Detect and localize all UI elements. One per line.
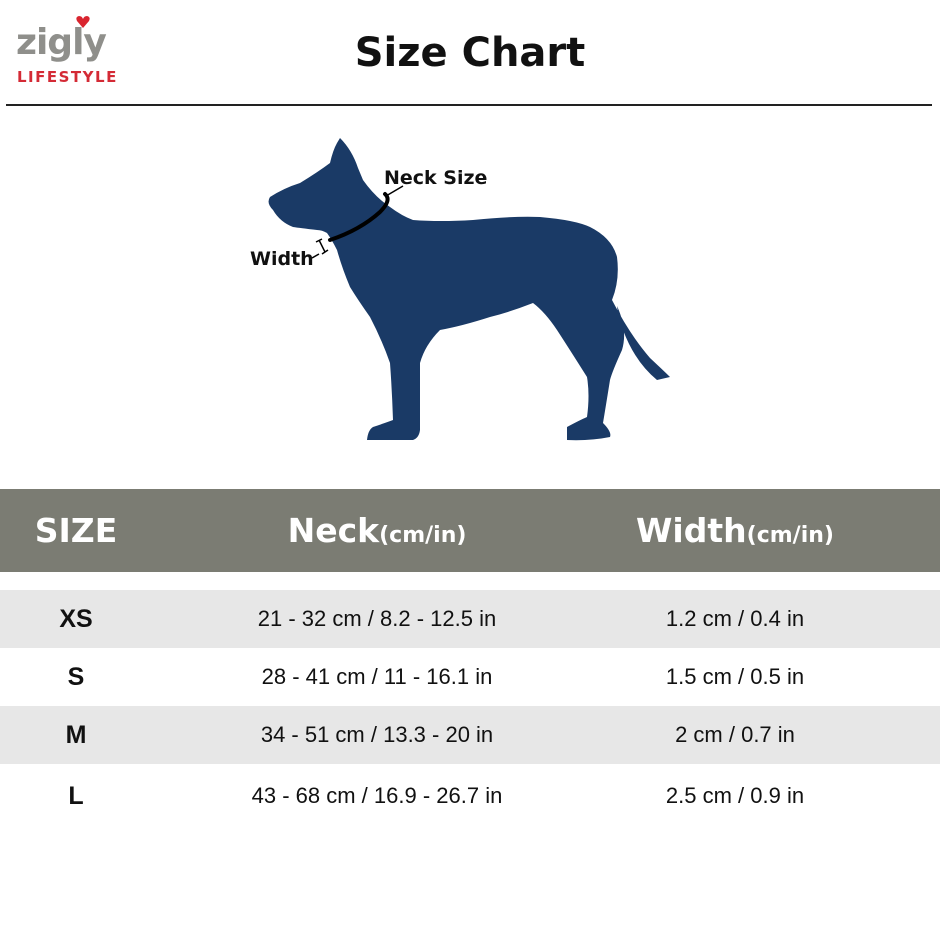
width-marker-icon: [311, 238, 329, 259]
size-cell: M: [65, 721, 87, 749]
neck-cell: 21 - 32 cm / 8.2 - 12.5 in: [257, 606, 497, 631]
header-width-unit: (cm/in): [746, 523, 834, 548]
header-neck-label: Neck: [287, 511, 380, 550]
header-width-label: Width: [636, 511, 747, 550]
logo-wordmark: zigly: [16, 22, 107, 63]
width-cell: 1.2 cm / 0.4 in: [665, 606, 805, 631]
header-size-label: SIZE: [34, 511, 118, 550]
neck-pointer-line: [385, 185, 404, 197]
size-cell: XS: [59, 605, 93, 633]
zigly-logo: zigly LIFESTYLE: [16, 16, 140, 88]
width-cell: 2.5 cm / 0.9 in: [665, 783, 805, 808]
neck-cell: 43 - 68 cm / 16.9 - 26.7 in: [251, 783, 503, 808]
dog-silhouette: [268, 138, 670, 441]
neck-size-label: Neck Size: [384, 167, 488, 189]
width-cell: 2 cm / 0.7 in: [675, 722, 795, 747]
collar-icon: [328, 192, 390, 242]
size-cell: L: [68, 782, 84, 810]
table-row: XS 21 - 32 cm / 8.2 - 12.5 in 1.2 cm / 0…: [0, 590, 940, 648]
table-row: L 43 - 68 cm / 16.9 - 26.7 in 2.5 cm / 0…: [0, 767, 940, 825]
table-header: SIZE Neck(cm/in) Width(cm/in): [0, 489, 940, 572]
neck-cell: 28 - 41 cm / 11 - 16.1 in: [261, 664, 493, 689]
table-row: M 34 - 51 cm / 13.3 - 20 in 2 cm / 0.7 i…: [0, 706, 940, 764]
table-row: S 28 - 41 cm / 11 - 16.1 in 1.5 cm / 0.5…: [0, 648, 940, 706]
logo-tagline: LIFESTYLE: [17, 68, 118, 86]
width-cell: 1.5 cm / 0.5 in: [665, 664, 805, 689]
page-title: Size Chart: [354, 30, 586, 76]
header-neck: Neck(cm/in): [190, 489, 564, 572]
neck-cell: 34 - 51 cm / 13.3 - 20 in: [260, 722, 494, 747]
width-label: Width: [250, 248, 314, 270]
heart-icon: [76, 16, 90, 28]
header-divider: [6, 104, 932, 106]
size-cell: S: [67, 663, 85, 691]
header-neck-unit: (cm/in): [379, 523, 467, 548]
dog-illustration: [268, 138, 670, 441]
header-size: SIZE: [0, 489, 152, 572]
header-width: Width(cm/in): [590, 489, 880, 572]
